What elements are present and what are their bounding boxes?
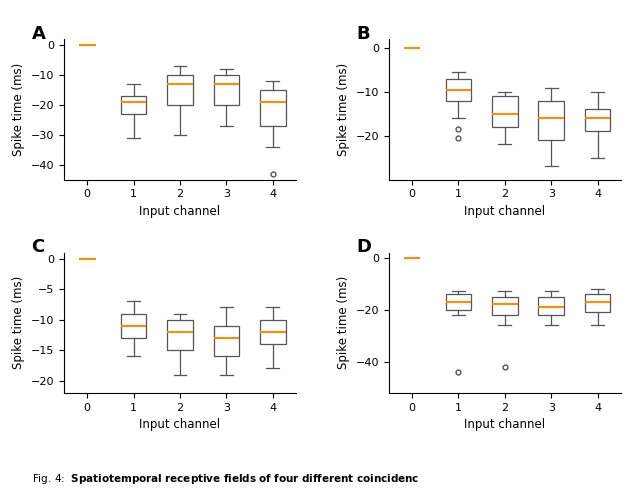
PathPatch shape xyxy=(121,96,147,114)
X-axis label: Input channel: Input channel xyxy=(140,205,221,218)
Text: C: C xyxy=(31,239,45,256)
Y-axis label: Spike time (ms): Spike time (ms) xyxy=(337,276,350,369)
PathPatch shape xyxy=(538,297,564,315)
PathPatch shape xyxy=(445,79,471,101)
PathPatch shape xyxy=(260,320,285,344)
Text: B: B xyxy=(356,25,370,43)
PathPatch shape xyxy=(167,75,193,105)
Y-axis label: Spike time (ms): Spike time (ms) xyxy=(337,63,350,156)
PathPatch shape xyxy=(585,109,611,131)
Y-axis label: Spike time (ms): Spike time (ms) xyxy=(12,276,25,369)
PathPatch shape xyxy=(445,294,471,310)
PathPatch shape xyxy=(538,101,564,140)
X-axis label: Input channel: Input channel xyxy=(140,418,221,431)
Text: D: D xyxy=(356,239,371,256)
Y-axis label: Spike time (ms): Spike time (ms) xyxy=(12,63,25,156)
Text: A: A xyxy=(31,25,45,43)
PathPatch shape xyxy=(260,90,285,126)
PathPatch shape xyxy=(492,297,518,315)
PathPatch shape xyxy=(214,326,239,356)
PathPatch shape xyxy=(585,294,611,312)
X-axis label: Input channel: Input channel xyxy=(464,418,545,431)
X-axis label: Input channel: Input channel xyxy=(464,205,545,218)
PathPatch shape xyxy=(167,320,193,350)
Text: Fig. 4:  $\bf{Spatiotemporal\ receptive\ fields\ of\ four\ different\ coincidenc: Fig. 4: $\bf{Spatiotemporal\ receptive\ … xyxy=(32,472,419,486)
PathPatch shape xyxy=(214,75,239,105)
PathPatch shape xyxy=(121,314,147,338)
PathPatch shape xyxy=(492,96,518,127)
